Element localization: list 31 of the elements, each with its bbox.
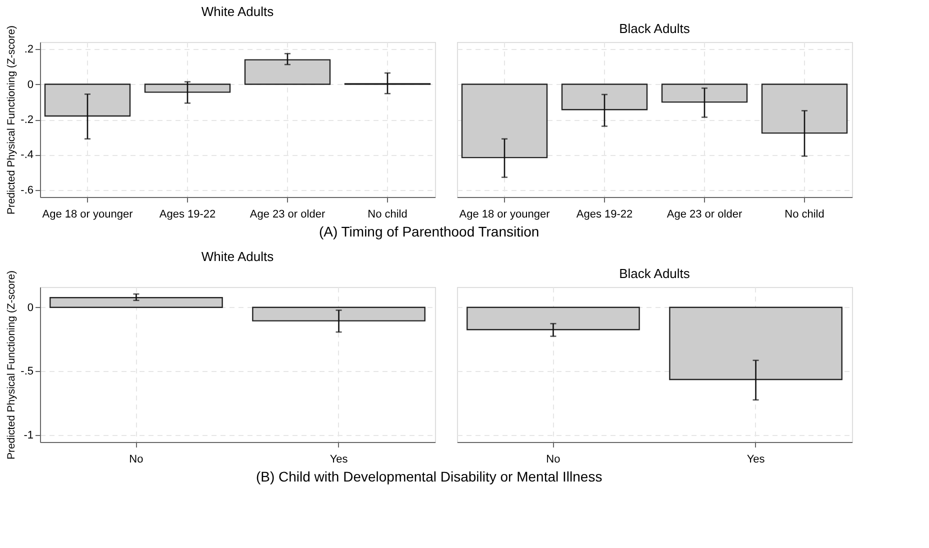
bar [144,84,231,93]
bar [44,84,131,117]
y-tick-label: -1 [24,429,34,442]
x-tick-label: Yes [330,454,348,466]
chart-title: Black Adults [619,266,690,281]
x-tick-label: Ages 19-22 [576,208,633,220]
y-tick-label: 0 [27,302,34,314]
x-tick-label: No [546,454,560,466]
x-tick-label: Age 23 or older [250,208,326,220]
x-tick-label: Yes [746,454,766,466]
y-tick-label: 0 [27,78,34,91]
chart-title: White Adults [201,4,274,19]
x-tick-label: No child [368,208,408,220]
y-tick-label: .2 [24,44,34,56]
text: (B) Child with Developmental Disability or Mental Illness [256,468,602,484]
y-axis-title: Predicted Physical Functioning (Z-score) [6,25,18,215]
y-tick-label: -.2 [20,114,34,126]
chart-title: Black Adults [619,21,690,36]
y-tick-label: -.4 [20,149,34,162]
x-tick-label: Age 18 or younger [459,208,550,220]
y-tick-label: -.5 [20,366,34,378]
y-axis-title: Predicted Physical Functioning (Z-score) [6,270,18,460]
bar [244,59,331,85]
x-tick-label: No child [784,208,824,220]
x-tick-label: Age 23 or older [666,208,742,220]
x-tick-label: No [129,454,144,466]
x-tick-label: Ages 19-22 [159,208,216,220]
x-tick-label: Age 18 or younger [42,208,134,220]
text: (A) Timing of Parenthood Transition [318,224,540,240]
chart-title: White Adults [201,248,274,264]
y-tick-label: -.6 [20,184,34,196]
